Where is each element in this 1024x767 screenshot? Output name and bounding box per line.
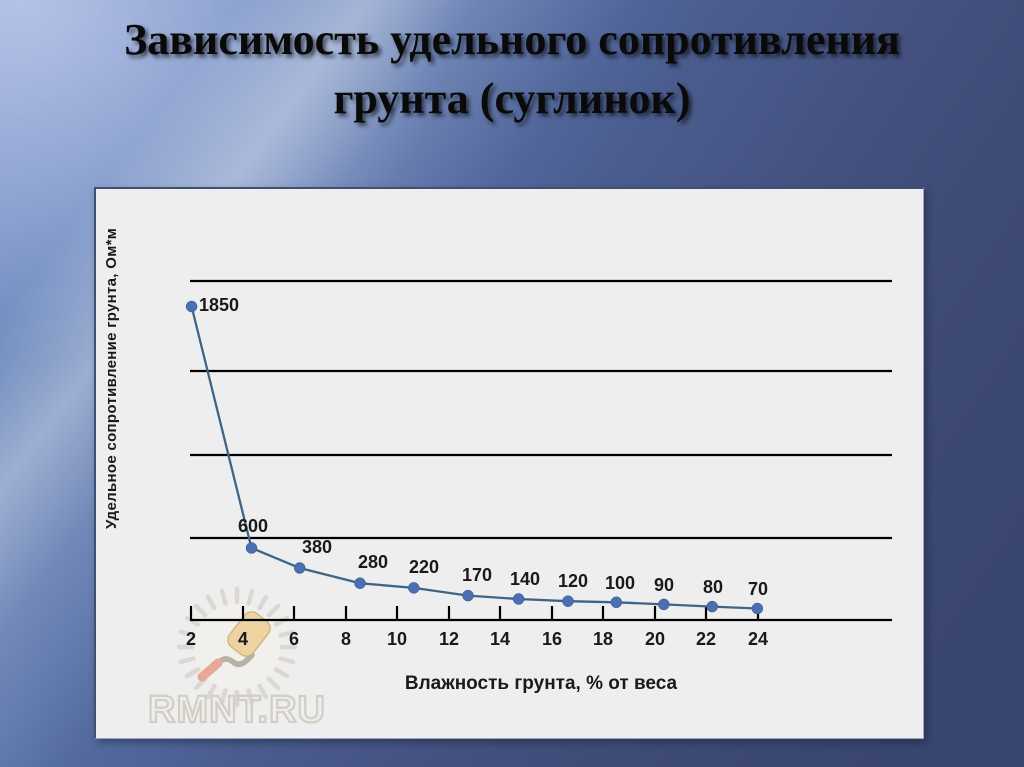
svg-text:16: 16 [542, 629, 562, 649]
svg-text:90: 90 [654, 575, 674, 595]
svg-text:12: 12 [439, 629, 459, 649]
svg-text:4: 4 [238, 629, 248, 649]
svg-text:80: 80 [703, 577, 723, 597]
svg-text:600: 600 [238, 516, 268, 536]
svg-text:Влажность грунта, % от веса: Влажность грунта, % от веса [405, 673, 678, 694]
svg-text:8: 8 [341, 629, 351, 649]
svg-text:18: 18 [593, 629, 613, 649]
svg-text:140: 140 [510, 569, 540, 589]
svg-text:1850: 1850 [199, 295, 239, 315]
svg-text:280: 280 [358, 552, 388, 572]
svg-text:170: 170 [462, 565, 492, 585]
svg-text:RMNT.RU: RMNT.RU [148, 689, 326, 731]
svg-text:120: 120 [558, 571, 588, 591]
svg-text:10: 10 [387, 629, 407, 649]
svg-text:14: 14 [490, 629, 510, 649]
svg-text:2: 2 [186, 629, 196, 649]
svg-text:Удельное сопротивление грунта,: Удельное сопротивление грунта, Ом*м [103, 228, 120, 529]
svg-text:100: 100 [605, 573, 635, 593]
svg-text:6: 6 [289, 629, 299, 649]
svg-text:24: 24 [748, 629, 768, 649]
svg-text:22: 22 [696, 629, 716, 649]
svg-text:380: 380 [302, 537, 332, 557]
svg-text:220: 220 [409, 557, 439, 577]
svg-text:70: 70 [748, 579, 768, 599]
svg-text:20: 20 [645, 629, 665, 649]
